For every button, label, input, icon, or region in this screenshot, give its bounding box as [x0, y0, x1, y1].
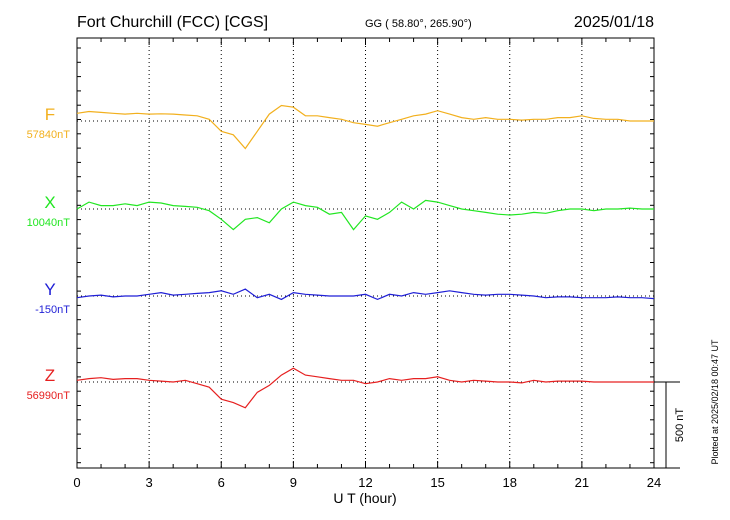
series-name-f: F	[45, 105, 55, 124]
series-baseline-label-f: 57840nT	[27, 129, 71, 141]
series-name-z: Z	[45, 366, 55, 385]
plotted-note: Plotted at 2025/02/18 00:47 UT	[710, 339, 720, 465]
x-tick-label: 0	[73, 475, 80, 490]
chart-title: Fort Churchill (FCC) [CGS]	[77, 14, 268, 31]
x-tick-label: 15	[430, 475, 444, 490]
series-line-z	[76, 367, 654, 409]
series-line-x	[76, 199, 654, 231]
chart-date: 2025/01/18	[574, 14, 654, 31]
x-tick-label: 21	[575, 475, 589, 490]
series-name-x: X	[44, 193, 55, 212]
x-axis-label: U T (hour)	[333, 490, 396, 506]
x-tick-label: 3	[146, 475, 153, 490]
series-baseline-label-x: 10040nT	[27, 217, 71, 229]
x-tick-label: 24	[647, 475, 661, 490]
axis-ticks: 0 3 6 9 12 15 18 21 24	[73, 38, 661, 490]
series-layer: F 57840nT X 10040nT Y -150nT Z 56990nT	[27, 104, 655, 409]
series-line-f	[76, 104, 654, 150]
x-tick-label: 18	[503, 475, 517, 490]
scale-bar-label: 500 nT	[674, 408, 686, 443]
scale-bar: 500 nT	[654, 381, 686, 469]
series-baseline-label-z: 56990nT	[27, 390, 71, 402]
grid-lines	[77, 38, 654, 468]
series-baseline-label-y: -150nT	[35, 304, 70, 316]
station-coordinates: GG ( 58.80°, 265.90°)	[365, 18, 472, 30]
series-line-y	[76, 288, 655, 301]
x-tick-label: 9	[290, 475, 297, 490]
x-tick-label: 6	[218, 475, 225, 490]
series-name-y: Y	[44, 280, 55, 299]
x-tick-label: 12	[358, 475, 372, 490]
